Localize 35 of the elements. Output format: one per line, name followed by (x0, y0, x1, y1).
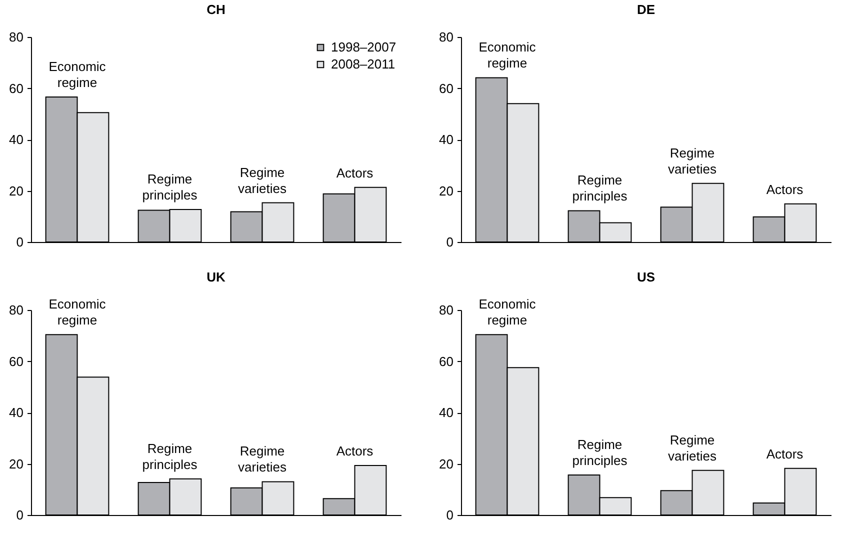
x-tick-label: Regime principles (142, 440, 198, 472)
y-tick-label: 0 (16, 234, 24, 250)
y-tick-label: 80 (439, 302, 454, 318)
y-tick-label: 60 (9, 80, 24, 96)
y-tick-label: 80 (9, 30, 24, 44)
chart-title: DE (636, 2, 656, 17)
y-tick-label: 0 (446, 234, 454, 250)
y-tick-label: 60 (439, 80, 454, 96)
x-tick-label: Regime varieties (238, 164, 287, 196)
y-tick-label: 60 (9, 354, 24, 369)
category-label: Economic regime (478, 296, 536, 328)
y-tick-label: 20 (439, 183, 454, 198)
y-tick-label: 20 (9, 183, 24, 198)
legend-label: 2008–2011 (331, 56, 396, 72)
chart-title: CH (206, 2, 226, 17)
y-tick-label: 80 (439, 30, 454, 44)
y-tick-label: 0 (446, 508, 454, 522)
y-tick-label: 80 (9, 302, 24, 318)
x-tick-label: Actors (766, 182, 804, 197)
x-tick-label: Regime principles (142, 171, 198, 202)
y-tick-label: 20 (439, 456, 454, 472)
y-tick-label: 40 (9, 405, 24, 420)
x-tick-label: Actors (336, 444, 374, 459)
x-tick-label: Regime varieties (238, 444, 287, 475)
y-tick-label: 60 (439, 354, 454, 369)
chart-title: US (636, 270, 656, 285)
y-tick-label: 20 (9, 456, 24, 472)
y-tick-label: 40 (439, 405, 454, 420)
chart-title: UK (206, 270, 226, 285)
y-tick-label: 40 (9, 132, 24, 147)
x-tick-label: Regime principles (572, 172, 628, 204)
legend-label: 1998–2007 (331, 40, 396, 54)
y-tick-label: 0 (16, 508, 24, 522)
y-tick-label: 40 (439, 132, 454, 147)
x-tick-label: Actors (336, 165, 374, 180)
